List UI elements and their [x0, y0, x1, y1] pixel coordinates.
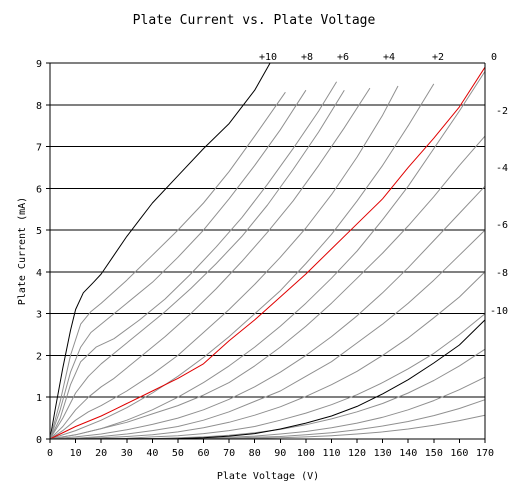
series-line	[49, 348, 486, 440]
curve-label: -4	[496, 163, 508, 174]
series-line	[49, 271, 486, 440]
series-line	[49, 91, 286, 440]
series-line	[49, 81, 338, 440]
curve-label: +4	[383, 52, 395, 63]
curve-label: -6	[496, 220, 508, 231]
x-tick-label: 100	[297, 448, 315, 459]
y-tick-label: 3	[36, 310, 42, 321]
y-tick-label: 9	[36, 59, 42, 70]
series-line	[49, 319, 486, 440]
x-tick-label: 160	[450, 448, 468, 459]
x-tick-label: 10	[70, 448, 82, 459]
y-tick-label: 8	[36, 101, 42, 112]
y-tick-label: 7	[36, 143, 42, 154]
curve-label: +2	[432, 52, 444, 63]
series-line	[49, 89, 345, 440]
curve-label: -10	[490, 306, 508, 317]
x-tick-label: 150	[425, 448, 443, 459]
curve-label: +10	[259, 52, 277, 63]
series-line	[49, 229, 486, 440]
x-tick-label: 80	[249, 448, 261, 459]
curve-label: +8	[301, 52, 313, 63]
series-line	[49, 71, 486, 440]
series-line	[49, 83, 435, 440]
x-tick-label: 40	[146, 448, 158, 459]
series-line	[49, 185, 486, 440]
curve-label: +6	[337, 52, 349, 63]
x-tick-label: 90	[274, 448, 286, 459]
x-tick-label: 110	[322, 448, 340, 459]
x-tick-label: 30	[121, 448, 133, 459]
x-tick-label: 0	[47, 448, 53, 459]
y-tick-label: 5	[36, 226, 42, 237]
y-tick-label: 2	[36, 351, 42, 362]
series-line	[49, 66, 486, 440]
series-line	[49, 135, 486, 440]
chart-title: Plate Current vs. Plate Voltage	[133, 13, 376, 28]
series-line	[49, 376, 486, 440]
y-tick-label: 4	[36, 268, 42, 279]
series-line	[49, 85, 399, 440]
plate-curves	[49, 62, 486, 440]
y-axis-label: Plate Current (mA)	[17, 197, 28, 305]
tick-labels: 0 10 20 30 40 50 60 70 80 90 100 110 120 130 140 150 160…	[36, 59, 494, 459]
x-tick-label: 120	[348, 448, 366, 459]
gridlines	[50, 62, 485, 398]
plot-axes	[49, 63, 486, 440]
series-line	[49, 62, 271, 440]
x-tick-label: 20	[95, 448, 107, 459]
curve-label: -8	[496, 268, 508, 279]
x-tick-label: 60	[198, 448, 210, 459]
series-line	[49, 414, 486, 440]
curve-labels: +10 +8 +6 +4 +2 0 -2 -4 -6 -8 -10	[259, 52, 508, 317]
x-tick-label: 70	[223, 448, 235, 459]
x-tick-label: 170	[476, 448, 494, 459]
series-line	[49, 87, 371, 440]
x-tick-label: 140	[399, 448, 417, 459]
y-tick-label: 6	[36, 184, 42, 195]
curve-label: 0	[491, 52, 497, 63]
x-axis-label: Plate Voltage (V)	[217, 471, 319, 482]
y-tick-label: 0	[36, 435, 42, 446]
series-line	[49, 313, 486, 440]
x-tick-label: 50	[172, 448, 184, 459]
curve-label: -2	[496, 106, 508, 117]
y-tick-label: 1	[36, 393, 42, 404]
series-line	[49, 89, 307, 440]
x-tick-label: 130	[374, 448, 392, 459]
